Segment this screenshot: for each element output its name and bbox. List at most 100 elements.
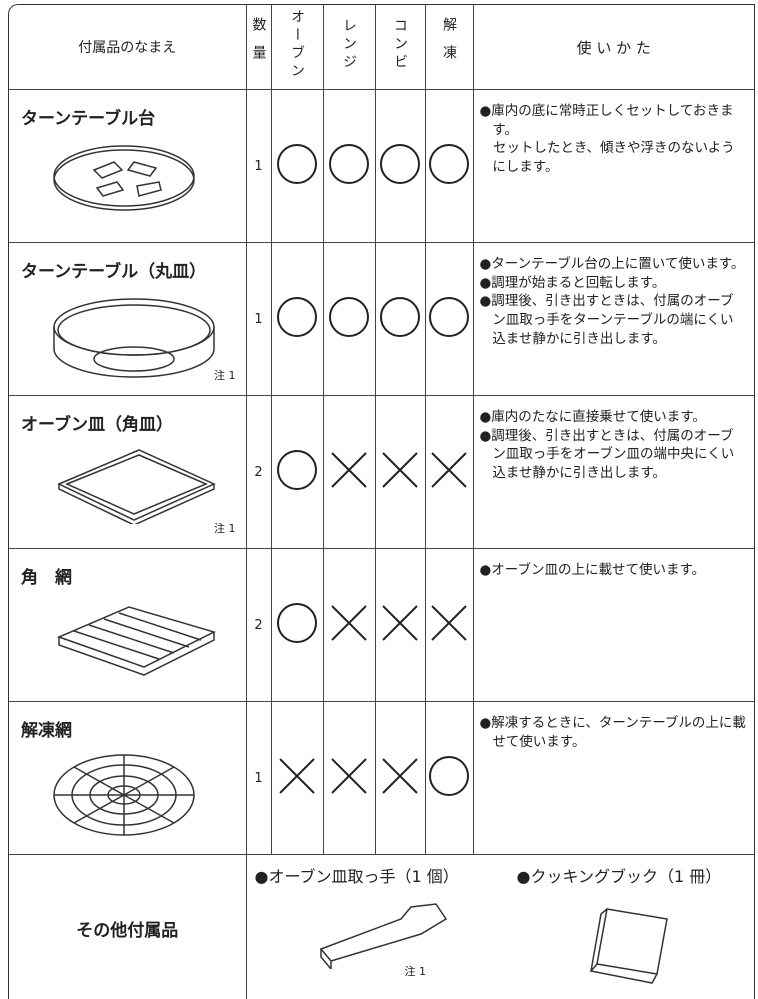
header-mode: 解凍: [439, 17, 459, 73]
item-name: オーブン皿（角皿）: [21, 410, 173, 435]
mode-cell: [271, 396, 323, 549]
qty-cell: 1: [246, 90, 271, 243]
mode-cell: [375, 396, 425, 549]
circle-mark: [275, 630, 319, 649]
quantity: 2: [254, 618, 262, 633]
usage-text: ●調理後、引き出すときは、付属のオーブン皿取っ手をターンテーブルの端にくい込ませ…: [480, 292, 747, 348]
quantity: 1: [254, 771, 262, 786]
cross-mark: [378, 477, 422, 496]
usage-text: セットしたとき、傾きや浮きのないようにします。: [480, 139, 747, 176]
circle-mark: [275, 477, 319, 496]
usage-text: ●調理が始まると回転します。: [480, 274, 747, 293]
note: 注 1: [214, 367, 236, 383]
header-qty: 数量: [249, 17, 269, 73]
mode-cell: [425, 90, 473, 243]
item-illustration: [49, 138, 199, 222]
cross-mark: [275, 783, 319, 802]
header-cell: 使 い か た: [473, 5, 754, 90]
item-illustration: [49, 291, 219, 385]
quantity: 2: [254, 465, 262, 480]
header-cell: オーブン: [271, 5, 323, 90]
item-row: 角 網 2 ●オーブン皿の上に載せて使います。: [9, 549, 754, 702]
circle-mark: [378, 171, 422, 190]
others-cell: ●オーブン皿取っ手（1 個） 注 1 ●クッキングブック（1 冊）: [246, 855, 754, 999]
cross-mark: [327, 630, 371, 649]
mode-cell: [271, 702, 323, 855]
usage-cell: ●庫内のたなに直接乗せて使います。●調理後、引き出すときは、付属のオーブン皿取っ…: [473, 396, 754, 549]
cross-mark: [327, 477, 371, 496]
other-illustration: [255, 899, 517, 973]
header-cell: 解凍: [425, 5, 473, 90]
quantity: 1: [254, 159, 262, 174]
header-usage: 使 い か た: [577, 39, 651, 57]
qty-cell: 1: [246, 702, 271, 855]
mode-cell: [375, 702, 425, 855]
mode-cell: [271, 90, 323, 243]
item-illustration: [49, 750, 199, 844]
cross-mark: [327, 783, 371, 802]
mode-cell: [323, 549, 375, 702]
header-mode: コンビ: [390, 18, 410, 72]
item-name: ターンテーブル台: [21, 104, 155, 129]
other-illustration: [517, 899, 747, 993]
name-cell: ターンテーブル台: [9, 90, 246, 243]
item-illustration: [49, 597, 219, 681]
qty-cell: 2: [246, 396, 271, 549]
header-cell: コンビ: [375, 5, 425, 90]
circle-mark: [427, 171, 471, 190]
circle-mark: [275, 171, 319, 190]
mode-cell: [323, 702, 375, 855]
header-row: 付属品のなまえ 数量 オーブン レンジ コンビ 解凍 使 い か た: [9, 5, 754, 90]
mode-cell: [425, 702, 473, 855]
table: 付属品のなまえ 数量 オーブン レンジ コンビ 解凍 使 い か た ターンテー…: [9, 5, 754, 999]
usage-text: ●オーブン皿の上に載せて使います。: [480, 561, 747, 580]
mode-cell: [425, 549, 473, 702]
mode-cell: [323, 90, 375, 243]
note: 注 1: [214, 520, 236, 536]
name-cell: その他付属品: [9, 855, 246, 999]
item-row: オーブン皿（角皿） 注 1 2 ●庫内のたなに直接乗せて使います。●調理後、引き出すと…: [9, 396, 754, 549]
note: 注 1: [405, 963, 427, 979]
header-cell: 付属品のなまえ: [9, 5, 246, 90]
mode-cell: [323, 243, 375, 396]
circle-mark: [275, 324, 319, 343]
accessory-table: 付属品のなまえ 数量 オーブン レンジ コンビ 解凍 使 い か た ターンテー…: [8, 4, 755, 999]
header-cell: レンジ: [323, 5, 375, 90]
name-cell: ターンテーブル（丸皿） 注 1: [9, 243, 246, 396]
circle-mark: [327, 171, 371, 190]
other-label: ●クッキングブック（1 冊）: [517, 863, 747, 887]
item-name: 解凍網: [21, 716, 72, 741]
others-row: その他付属品 ●オーブン皿取っ手（1 個） 注 1 ●クッキングブック（1 冊）: [9, 855, 754, 999]
header-name: 付属品のなまえ: [78, 40, 176, 56]
mode-cell: [375, 243, 425, 396]
item-row: ターンテーブル台 1 ●庫内の底に常時正しくセットしておきます。 セットしたとき、傾…: [9, 90, 754, 243]
other-item: ●クッキングブック（1 冊）: [517, 863, 747, 993]
circle-mark: [378, 324, 422, 343]
usage-cell: ●解凍するときに、ターンテーブルの上に載せて使います。: [473, 702, 754, 855]
circle-mark: [427, 783, 471, 802]
qty-cell: 2: [246, 549, 271, 702]
other-label: ●オーブン皿取っ手（1 個）: [255, 863, 517, 887]
mode-cell: [375, 549, 425, 702]
quantity: 1: [254, 312, 262, 327]
item-name: ターンテーブル（丸皿）: [21, 257, 206, 282]
circle-mark: [427, 324, 471, 343]
item-row: 解凍網 1 ●解凍するときに、ターンテーブルの上に載せて使います。: [9, 702, 754, 855]
usage-text: ●庫内の底に常時正しくセットしておきます。: [480, 102, 747, 139]
name-cell: 解凍網: [9, 702, 246, 855]
name-cell: 角 網: [9, 549, 246, 702]
cross-mark: [427, 477, 471, 496]
usage-text: ●庫内のたなに直接乗せて使います。: [480, 408, 747, 427]
usage-text: ●ターンテーブル台の上に置いて使います。: [480, 255, 747, 274]
usage-cell: ●ターンテーブル台の上に置いて使います。●調理が始まると回転します。●調理後、引…: [473, 243, 754, 396]
cross-mark: [378, 630, 422, 649]
usage-cell: ●オーブン皿の上に載せて使います。: [473, 549, 754, 702]
cross-mark: [427, 630, 471, 649]
name-cell: オーブン皿（角皿） 注 1: [9, 396, 246, 549]
cross-mark: [378, 783, 422, 802]
header-cell: 数量: [246, 5, 271, 90]
mode-cell: [323, 396, 375, 549]
usage-text: ●解凍するときに、ターンテーブルの上に載せて使います。: [480, 714, 747, 751]
others-name: その他付属品: [76, 921, 178, 941]
